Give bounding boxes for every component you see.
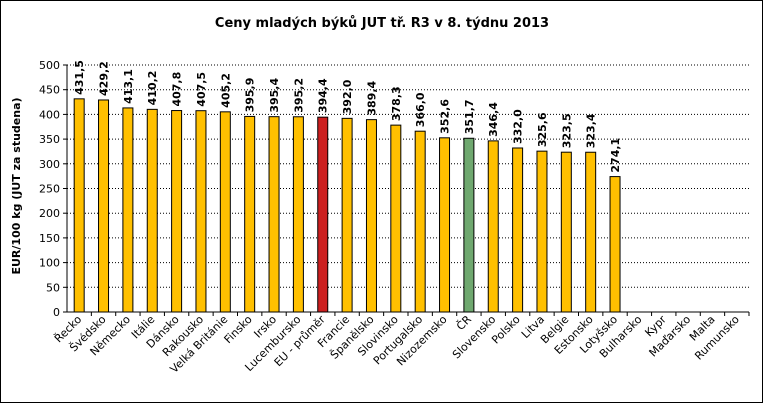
bar-Finsko: [244, 115, 256, 313]
y-tick-label: 100: [39, 257, 60, 270]
bar-Lotyšsko: [609, 176, 621, 313]
y-tick-label: 250: [39, 183, 60, 196]
data-label: 351,7: [463, 99, 476, 134]
data-label: 352,6: [439, 99, 452, 134]
bar-Irsko: [268, 116, 280, 313]
data-label: 413,1: [122, 69, 135, 104]
data-label: 410,2: [146, 71, 159, 106]
y-tick-label: 400: [39, 108, 60, 121]
data-label: 366,0: [414, 92, 427, 127]
bar-Slovensko: [487, 140, 499, 313]
bar-Dánsko: [171, 110, 183, 313]
y-tick-label: 300: [39, 158, 60, 171]
bar-Itálie: [146, 108, 158, 313]
data-label: 274,1: [609, 138, 622, 173]
data-label: 392,0: [341, 79, 354, 114]
data-label: 431,5: [73, 60, 86, 95]
data-label: 395,4: [268, 78, 281, 113]
bar-Rakousko: [195, 110, 207, 313]
bar-Německo: [122, 107, 134, 313]
y-tick-label: 0: [53, 306, 60, 319]
data-label: 325,6: [536, 112, 549, 147]
data-label: 389,4: [365, 80, 378, 115]
data-label: 378,3: [390, 86, 403, 121]
category-label: Polsko: [489, 313, 523, 347]
bar-ČR: [463, 137, 475, 313]
y-tick-label: 150: [39, 232, 60, 245]
y-tick-label: 50: [46, 281, 60, 294]
bar-Řecko: [73, 98, 85, 313]
data-label: 346,4: [487, 102, 500, 137]
data-label: 323,4: [585, 113, 598, 148]
data-label: 429,2: [98, 61, 111, 96]
data-label: 407,8: [171, 72, 184, 107]
y-tick-label: 200: [39, 207, 60, 220]
bar-Švédsko: [98, 99, 110, 313]
data-label: 332,0: [512, 109, 525, 144]
data-label: 394,4: [317, 78, 330, 113]
bar-Nizozemsko: [439, 137, 451, 313]
bar-Španělsko: [365, 119, 377, 313]
data-label: 407,5: [195, 72, 208, 107]
bars: [73, 98, 621, 313]
y-tick-label: 500: [39, 59, 60, 72]
bar-Portugalsko: [414, 130, 426, 313]
y-axis-label: EUR/100 kg (JUT za studena): [10, 97, 23, 274]
bar-Litva: [536, 150, 548, 313]
bar-Lucembursko: [292, 116, 304, 313]
bar-Velká Británie: [219, 111, 231, 313]
chart-title: Ceny mladých býků JUT tř. R3 v 8. týdnu …: [215, 16, 549, 31]
data-label: 405,2: [219, 73, 232, 108]
data-label: 323,5: [560, 113, 573, 148]
bar-Belgie: [560, 151, 572, 313]
bar-Francie: [341, 117, 353, 313]
bar-Slovinsko: [390, 124, 402, 313]
data-label: 395,9: [244, 78, 257, 113]
bar-Polsko: [512, 147, 524, 313]
axes: 0 50 100 150 200 250 300 350 400 450 500: [39, 59, 750, 319]
bar-Estonsko: [585, 151, 597, 313]
data-labels: 431,5 429,2 413,1 410,2 407,8 407,5 405,2 395,9…: [73, 60, 622, 173]
category-label: Finsko: [222, 313, 255, 346]
bar-EU - průměr: [317, 116, 329, 313]
y-tick-label: 450: [39, 84, 60, 97]
y-tick-label: 350: [39, 133, 60, 146]
category-labels: ŘeckoŠvédskoNěmeckoItálieDánskoRakouskoV…: [52, 313, 742, 376]
data-label: 395,2: [292, 78, 305, 113]
gridlines: [67, 64, 749, 288]
